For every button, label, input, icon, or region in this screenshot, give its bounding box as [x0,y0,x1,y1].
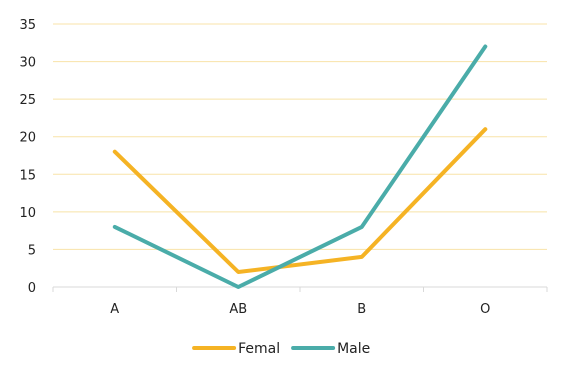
x-tick-label-ab: AB [229,302,247,317]
x-tick-label-a: A [110,302,119,317]
y-tick-label: 15 [19,168,36,183]
series-line-male [112,44,488,289]
legend-item-male: Male [291,341,370,357]
y-tick-label: 35 [19,18,36,33]
series-lines [112,44,488,289]
legend: Femal Male [192,341,370,357]
x-tick-labels: A AB B O [110,302,490,317]
y-tick-label: 20 [19,131,36,146]
y-tick-label: 0 [28,281,36,296]
legend-label-femal: Femal [238,341,280,357]
y-tick-label: 30 [19,56,36,71]
y-tick-label: 5 [28,243,36,258]
x-tick-label-b: B [357,302,366,317]
y-tick-label: 10 [19,206,36,221]
axes [52,286,548,292]
y-tick-labels: 0 5 10 15 20 25 30 35 [19,18,36,296]
legend-item-femal: Femal [192,341,280,357]
legend-label-male: Male [337,341,370,357]
x-tick-label-o: O [480,302,490,317]
series-line-femal [112,127,488,274]
gridlines [53,23,547,250]
y-tick-label: 25 [19,93,36,108]
